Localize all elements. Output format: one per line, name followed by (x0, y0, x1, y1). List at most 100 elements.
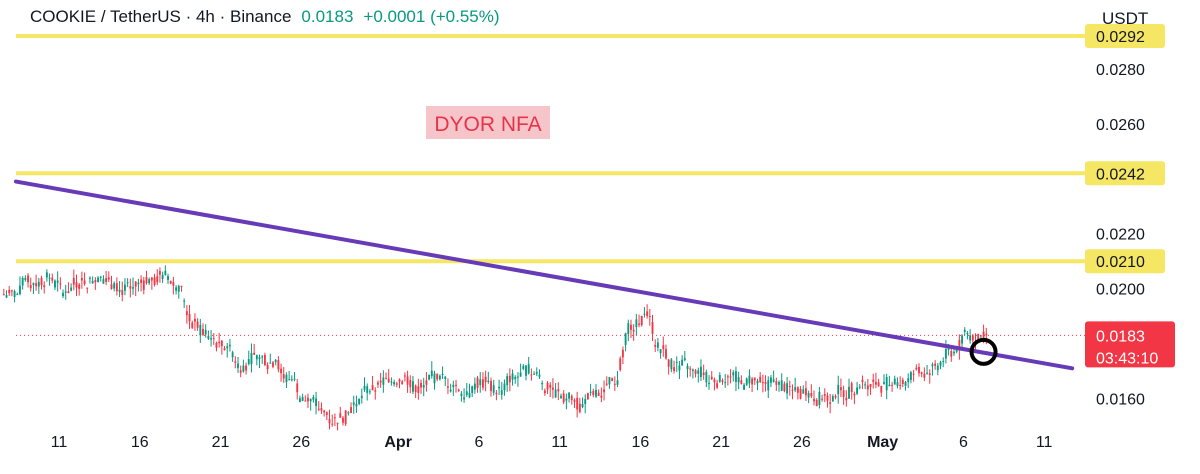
candle-body (492, 385, 495, 393)
candle-body (546, 382, 549, 390)
candle-body (304, 400, 307, 402)
candle-body (247, 359, 250, 364)
candle-body (969, 335, 972, 341)
candle-body (261, 356, 264, 358)
candle-body (118, 289, 121, 292)
candle-body (5, 295, 8, 298)
candle-body (861, 379, 864, 383)
candle-body (971, 335, 974, 341)
candle-body (70, 287, 73, 291)
annotation-box[interactable] (426, 106, 550, 139)
candle-body (608, 377, 611, 385)
candle-body (366, 386, 369, 393)
candle-body (665, 349, 667, 359)
candle-body (498, 386, 501, 389)
candle-body (586, 393, 589, 400)
candle-body (549, 384, 552, 388)
candle-body (371, 385, 374, 391)
candle-body (132, 287, 134, 289)
candle-body (43, 285, 46, 288)
candle-body (931, 364, 934, 367)
candle-body (460, 393, 463, 397)
candle-body (953, 351, 955, 354)
candle-body (126, 282, 129, 284)
candle-body (708, 383, 710, 385)
candle-body (32, 283, 35, 286)
candle-body (352, 402, 355, 405)
candle-body (848, 386, 850, 399)
currency-label[interactable]: USDT (1102, 9, 1149, 28)
candle-body (732, 372, 735, 376)
candle-body (97, 277, 99, 283)
candle-body (223, 348, 226, 351)
candle-body (377, 382, 379, 385)
candle-body (449, 389, 452, 392)
candle-body (839, 387, 842, 391)
candle-body (724, 382, 727, 384)
candle-body (530, 374, 533, 376)
candle-body (958, 339, 961, 351)
marker-circle[interactable] (969, 337, 998, 366)
candle-body (791, 389, 794, 391)
candle-body (390, 381, 393, 383)
candle-body (525, 365, 527, 376)
level-price-label: 0.0292 (1096, 29, 1145, 46)
candle-body (745, 378, 748, 385)
symbol-header: COOKIE / TetherUS · 4h · Binance 0.0183 … (30, 7, 500, 27)
candle-body (183, 300, 186, 302)
candle-body (845, 397, 848, 401)
candle-body (796, 387, 799, 393)
candle-body (158, 271, 161, 275)
candle-body (718, 374, 721, 382)
candle-body (193, 318, 196, 322)
candle-body (813, 398, 815, 402)
candle-body (24, 277, 27, 280)
candle-body (899, 384, 902, 386)
candle-body (67, 291, 70, 294)
candle-body (455, 384, 457, 386)
candle-body (573, 400, 576, 402)
candle-body (288, 379, 291, 381)
candle-body (48, 277, 51, 279)
candle-body (751, 378, 754, 385)
candle-body (393, 382, 396, 385)
candle-body (613, 383, 616, 385)
candle-body (387, 378, 390, 383)
candle-body (438, 375, 441, 380)
candle-body (315, 398, 317, 407)
candle-body (406, 376, 409, 385)
candle-body (918, 367, 920, 374)
candle-body (83, 280, 86, 285)
candle-body (226, 346, 229, 349)
candle-body (218, 341, 221, 344)
candle-body (196, 321, 199, 328)
candle-body (527, 364, 530, 374)
candle-body (29, 285, 32, 289)
candle-body (148, 279, 151, 284)
candle-body (185, 311, 188, 316)
candle-body (347, 412, 350, 414)
candle-body (428, 374, 431, 380)
candle-body (342, 417, 344, 423)
candle-body (659, 349, 662, 354)
candle-body (589, 391, 592, 393)
candle-body (928, 373, 931, 375)
candle-body (312, 396, 315, 400)
candle-body (729, 376, 732, 378)
candle-body (562, 393, 565, 403)
candle-body (592, 390, 595, 396)
trendline[interactable] (14, 179, 1075, 371)
candle-body (333, 417, 336, 419)
candle-body (167, 276, 169, 281)
candle-body (810, 393, 813, 397)
candle-body (91, 281, 94, 284)
candle-body (441, 374, 444, 376)
candle-body (543, 390, 546, 394)
candle-body (893, 378, 896, 385)
candle-body (936, 365, 939, 371)
candle-body (280, 368, 283, 374)
candle-body (307, 397, 309, 402)
candle-body (753, 377, 756, 381)
